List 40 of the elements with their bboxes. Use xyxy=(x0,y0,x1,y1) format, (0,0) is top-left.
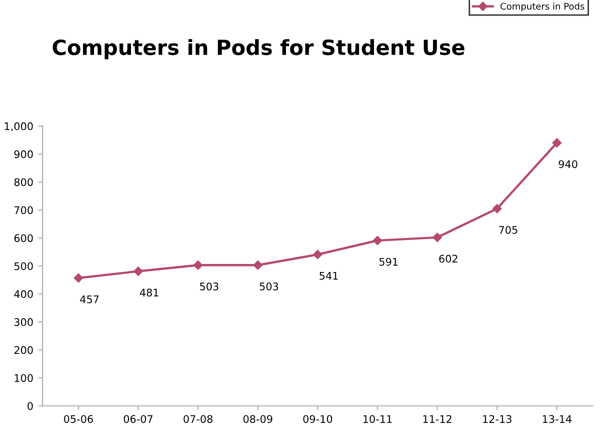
x-tick-label: 10-11 xyxy=(364,415,392,423)
point xyxy=(552,138,562,148)
y-tick-label: 500 xyxy=(14,262,33,270)
x-tick-label: 05-06 xyxy=(64,415,93,423)
x-tick-label: 07-08 xyxy=(184,415,212,423)
point xyxy=(372,236,382,246)
y-tick-label: 100 xyxy=(14,374,33,382)
y-tick-label: 200 xyxy=(14,346,33,354)
x-tick-label: 11-12 xyxy=(423,415,452,423)
x-tick-label: 13-14 xyxy=(542,415,572,423)
point xyxy=(74,273,84,283)
y-tick-label: 1,000 xyxy=(4,122,33,132)
legend-label: Computers in Pods xyxy=(500,2,584,12)
x-tick-label: 08-09 xyxy=(243,415,272,423)
y-tick-label: 900 xyxy=(14,150,33,158)
data-label: 705 xyxy=(499,226,518,234)
point xyxy=(193,260,203,270)
data-label: 503 xyxy=(260,282,278,290)
x-tick-label: 06-07 xyxy=(124,415,152,423)
data-label: 591 xyxy=(379,258,398,266)
point xyxy=(134,266,143,276)
x-tick-label: 09-10 xyxy=(303,415,332,423)
data-label: 481 xyxy=(140,288,158,297)
y-tick-label: 300 xyxy=(14,318,33,326)
data-label: 940 xyxy=(558,160,578,168)
point xyxy=(313,250,322,260)
y-tick-label: 600 xyxy=(14,234,33,242)
data-label: 503 xyxy=(200,282,218,290)
x-tick-label: 12-13 xyxy=(483,415,512,423)
data-label: 602 xyxy=(439,254,458,263)
y-tick-label: 0 xyxy=(28,402,33,410)
point xyxy=(253,260,262,270)
data-label: 457 xyxy=(80,296,99,304)
data-label: 541 xyxy=(320,272,338,280)
chart-title: Computers in Pods for Student Use xyxy=(52,39,464,60)
y-tick-label: 400 xyxy=(14,290,33,298)
y-tick-label: 800 xyxy=(14,178,33,186)
point xyxy=(432,232,442,242)
y-tick-label: 700 xyxy=(14,206,33,214)
point xyxy=(492,204,502,214)
